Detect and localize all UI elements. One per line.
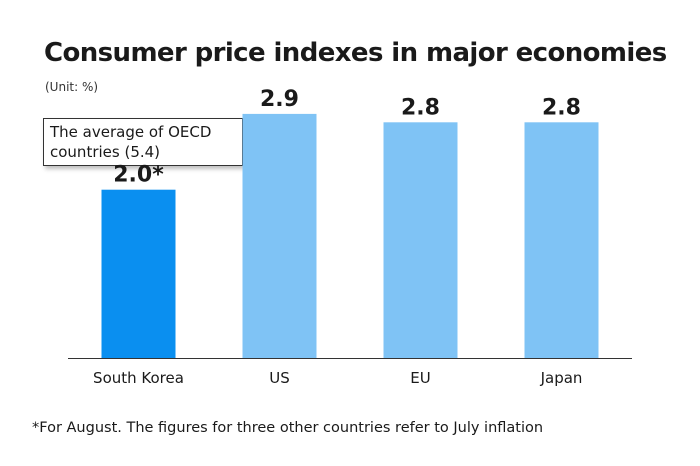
value-label: 2.9 (260, 87, 299, 112)
category-label: Japan (540, 369, 583, 387)
chart-unit-label: (Unit: %) (45, 80, 99, 94)
chart-title: Consumer price indexes in major economie… (44, 38, 667, 68)
chart-footnote: *For August. The figures for three other… (32, 420, 544, 436)
value-label: 2.0* (113, 163, 164, 188)
bar-eu (383, 122, 458, 358)
category-label: US (269, 369, 290, 387)
bar-japan (524, 122, 599, 358)
value-label: 2.8 (401, 95, 440, 120)
oecd-average-annotation: The average of OECD countries (5.4) (43, 118, 243, 166)
bar-south-korea (101, 189, 176, 358)
category-label: South Korea (93, 369, 184, 387)
value-label: 2.8 (542, 95, 581, 120)
bar-us (242, 113, 317, 359)
category-label: EU (410, 369, 430, 387)
